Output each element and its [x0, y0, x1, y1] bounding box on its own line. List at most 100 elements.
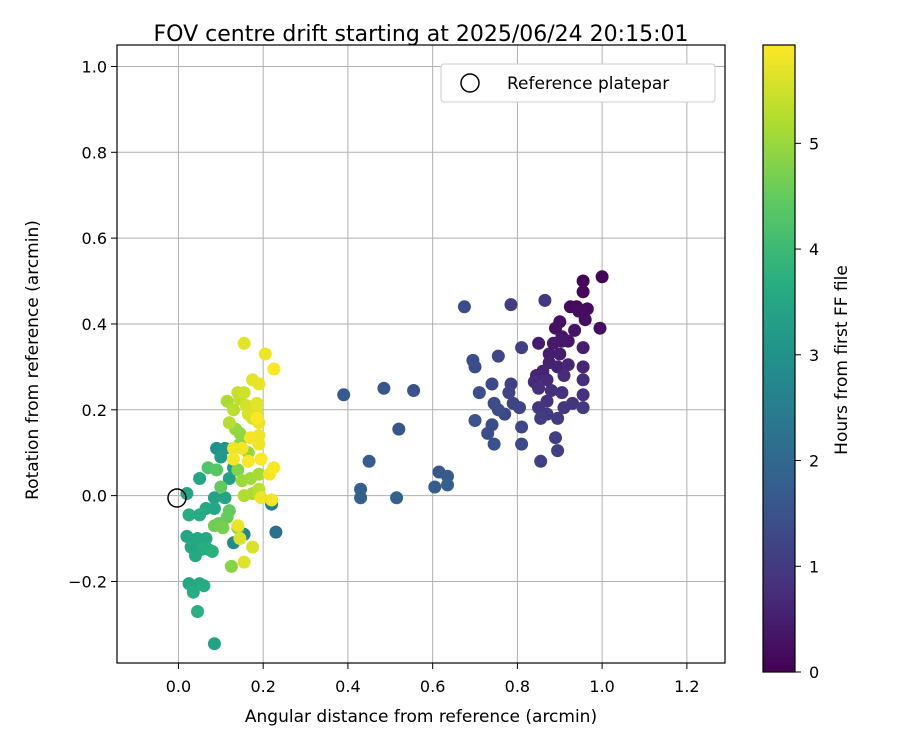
data-point: [515, 420, 529, 434]
data-point: [555, 386, 569, 400]
data-point: [532, 336, 546, 350]
data-point: [337, 388, 351, 402]
data-point: [227, 452, 240, 466]
data-point: [193, 472, 207, 485]
data-point: [237, 386, 251, 400]
data-point: [568, 323, 582, 337]
data-point: [515, 437, 529, 451]
data-point: [254, 491, 268, 505]
x-tick-label: 0.2: [250, 677, 275, 696]
colorbar-gradient: [762, 44, 796, 673]
data-point: [252, 467, 266, 481]
colorbar-tick-label: 4: [809, 240, 819, 259]
data-point: [254, 452, 268, 466]
data-point: [210, 463, 224, 477]
data-point: [576, 360, 590, 374]
data-point: [222, 472, 236, 485]
data-point: [390, 491, 404, 505]
data-point: [265, 493, 279, 507]
data-point: [214, 450, 228, 464]
data-point: [593, 321, 607, 335]
x-tick-label: 1.2: [674, 677, 699, 696]
data-point: [354, 491, 368, 505]
data-point: [576, 285, 590, 299]
data-point: [214, 480, 228, 494]
data-point: [487, 437, 501, 451]
data-point: [222, 416, 236, 430]
reference-marker: [167, 488, 187, 508]
y-axis-ticks: −0.2 0.0 0.2 0.4 0.6 0.8 1.0: [68, 57, 117, 591]
data-point: [186, 585, 200, 599]
data-point: [227, 441, 240, 455]
colorbar-label: Hours from first FF file: [832, 265, 852, 455]
data-point: [561, 358, 575, 372]
data-point: [246, 540, 260, 554]
data-point: [502, 386, 516, 400]
plot-frame: [116, 44, 726, 664]
data-point: [407, 384, 421, 397]
data-point: [546, 336, 560, 350]
data-point: [250, 411, 264, 425]
colorbar-tick-label: 3: [809, 346, 819, 365]
data-point: [515, 341, 529, 355]
data-point: [207, 491, 221, 505]
data-point: [428, 480, 442, 494]
y-tick-label: 0.0: [82, 487, 107, 506]
data-point: [557, 369, 571, 382]
data-point: [180, 487, 194, 500]
data-point: [188, 549, 202, 563]
x-tick-label: 1.0: [589, 677, 614, 696]
data-point: [392, 422, 406, 436]
data-point: [551, 444, 565, 458]
data-point: [269, 525, 283, 539]
colorbar-tick-label: 2: [809, 452, 819, 471]
data-point: [576, 401, 590, 415]
data-point: [485, 377, 499, 391]
data-point: [441, 478, 454, 492]
data-point: [576, 388, 590, 402]
data-point: [227, 403, 240, 417]
y-axis-label: Rotation from reference (arcmin): [23, 220, 43, 500]
colorbar-ticks: 0 1 2 3 4 5: [795, 134, 819, 682]
data-point: [553, 347, 567, 361]
data-point: [224, 559, 238, 573]
y-tick-label: 0.2: [82, 401, 107, 420]
grid: [117, 45, 725, 663]
data-point: [491, 403, 505, 417]
legend-box: [440, 63, 716, 103]
data-points: [180, 270, 609, 651]
data-point: [481, 426, 495, 440]
data-point: [244, 431, 257, 445]
data-point: [538, 293, 552, 307]
data-point: [231, 463, 245, 477]
x-axis-ticks: 0.0 0.2 0.4 0.6 0.8 1.0 1.2: [166, 663, 700, 696]
y-tick-label: −0.2: [68, 572, 107, 591]
data-point: [182, 508, 196, 522]
y-tick-label: 0.6: [82, 229, 107, 248]
legend-label: Reference platepar: [507, 74, 669, 94]
data-point: [549, 431, 562, 445]
data-point: [237, 555, 251, 569]
data-point: [468, 414, 482, 427]
data-point: [267, 461, 281, 475]
data-point: [199, 532, 213, 545]
data-point: [231, 519, 245, 533]
data-point: [595, 270, 609, 284]
x-tick-label: 0.4: [335, 677, 360, 696]
y-tick-label: 0.8: [82, 143, 107, 162]
x-tick-label: 0.8: [505, 677, 530, 696]
colorbar: 0 1 2 3 4 5 Hours from first FF file: [762, 44, 852, 682]
data-point: [551, 411, 565, 425]
data-point: [241, 454, 255, 468]
data-point: [544, 384, 558, 397]
x-tick-label: 0.6: [420, 677, 445, 696]
data-point: [377, 381, 391, 395]
data-point: [472, 386, 486, 400]
data-point: [504, 298, 518, 312]
legend-reference-icon: [460, 73, 480, 93]
data-point: [532, 381, 546, 395]
data-point: [237, 336, 251, 350]
data-point: [466, 353, 480, 367]
data-point: [576, 274, 590, 288]
